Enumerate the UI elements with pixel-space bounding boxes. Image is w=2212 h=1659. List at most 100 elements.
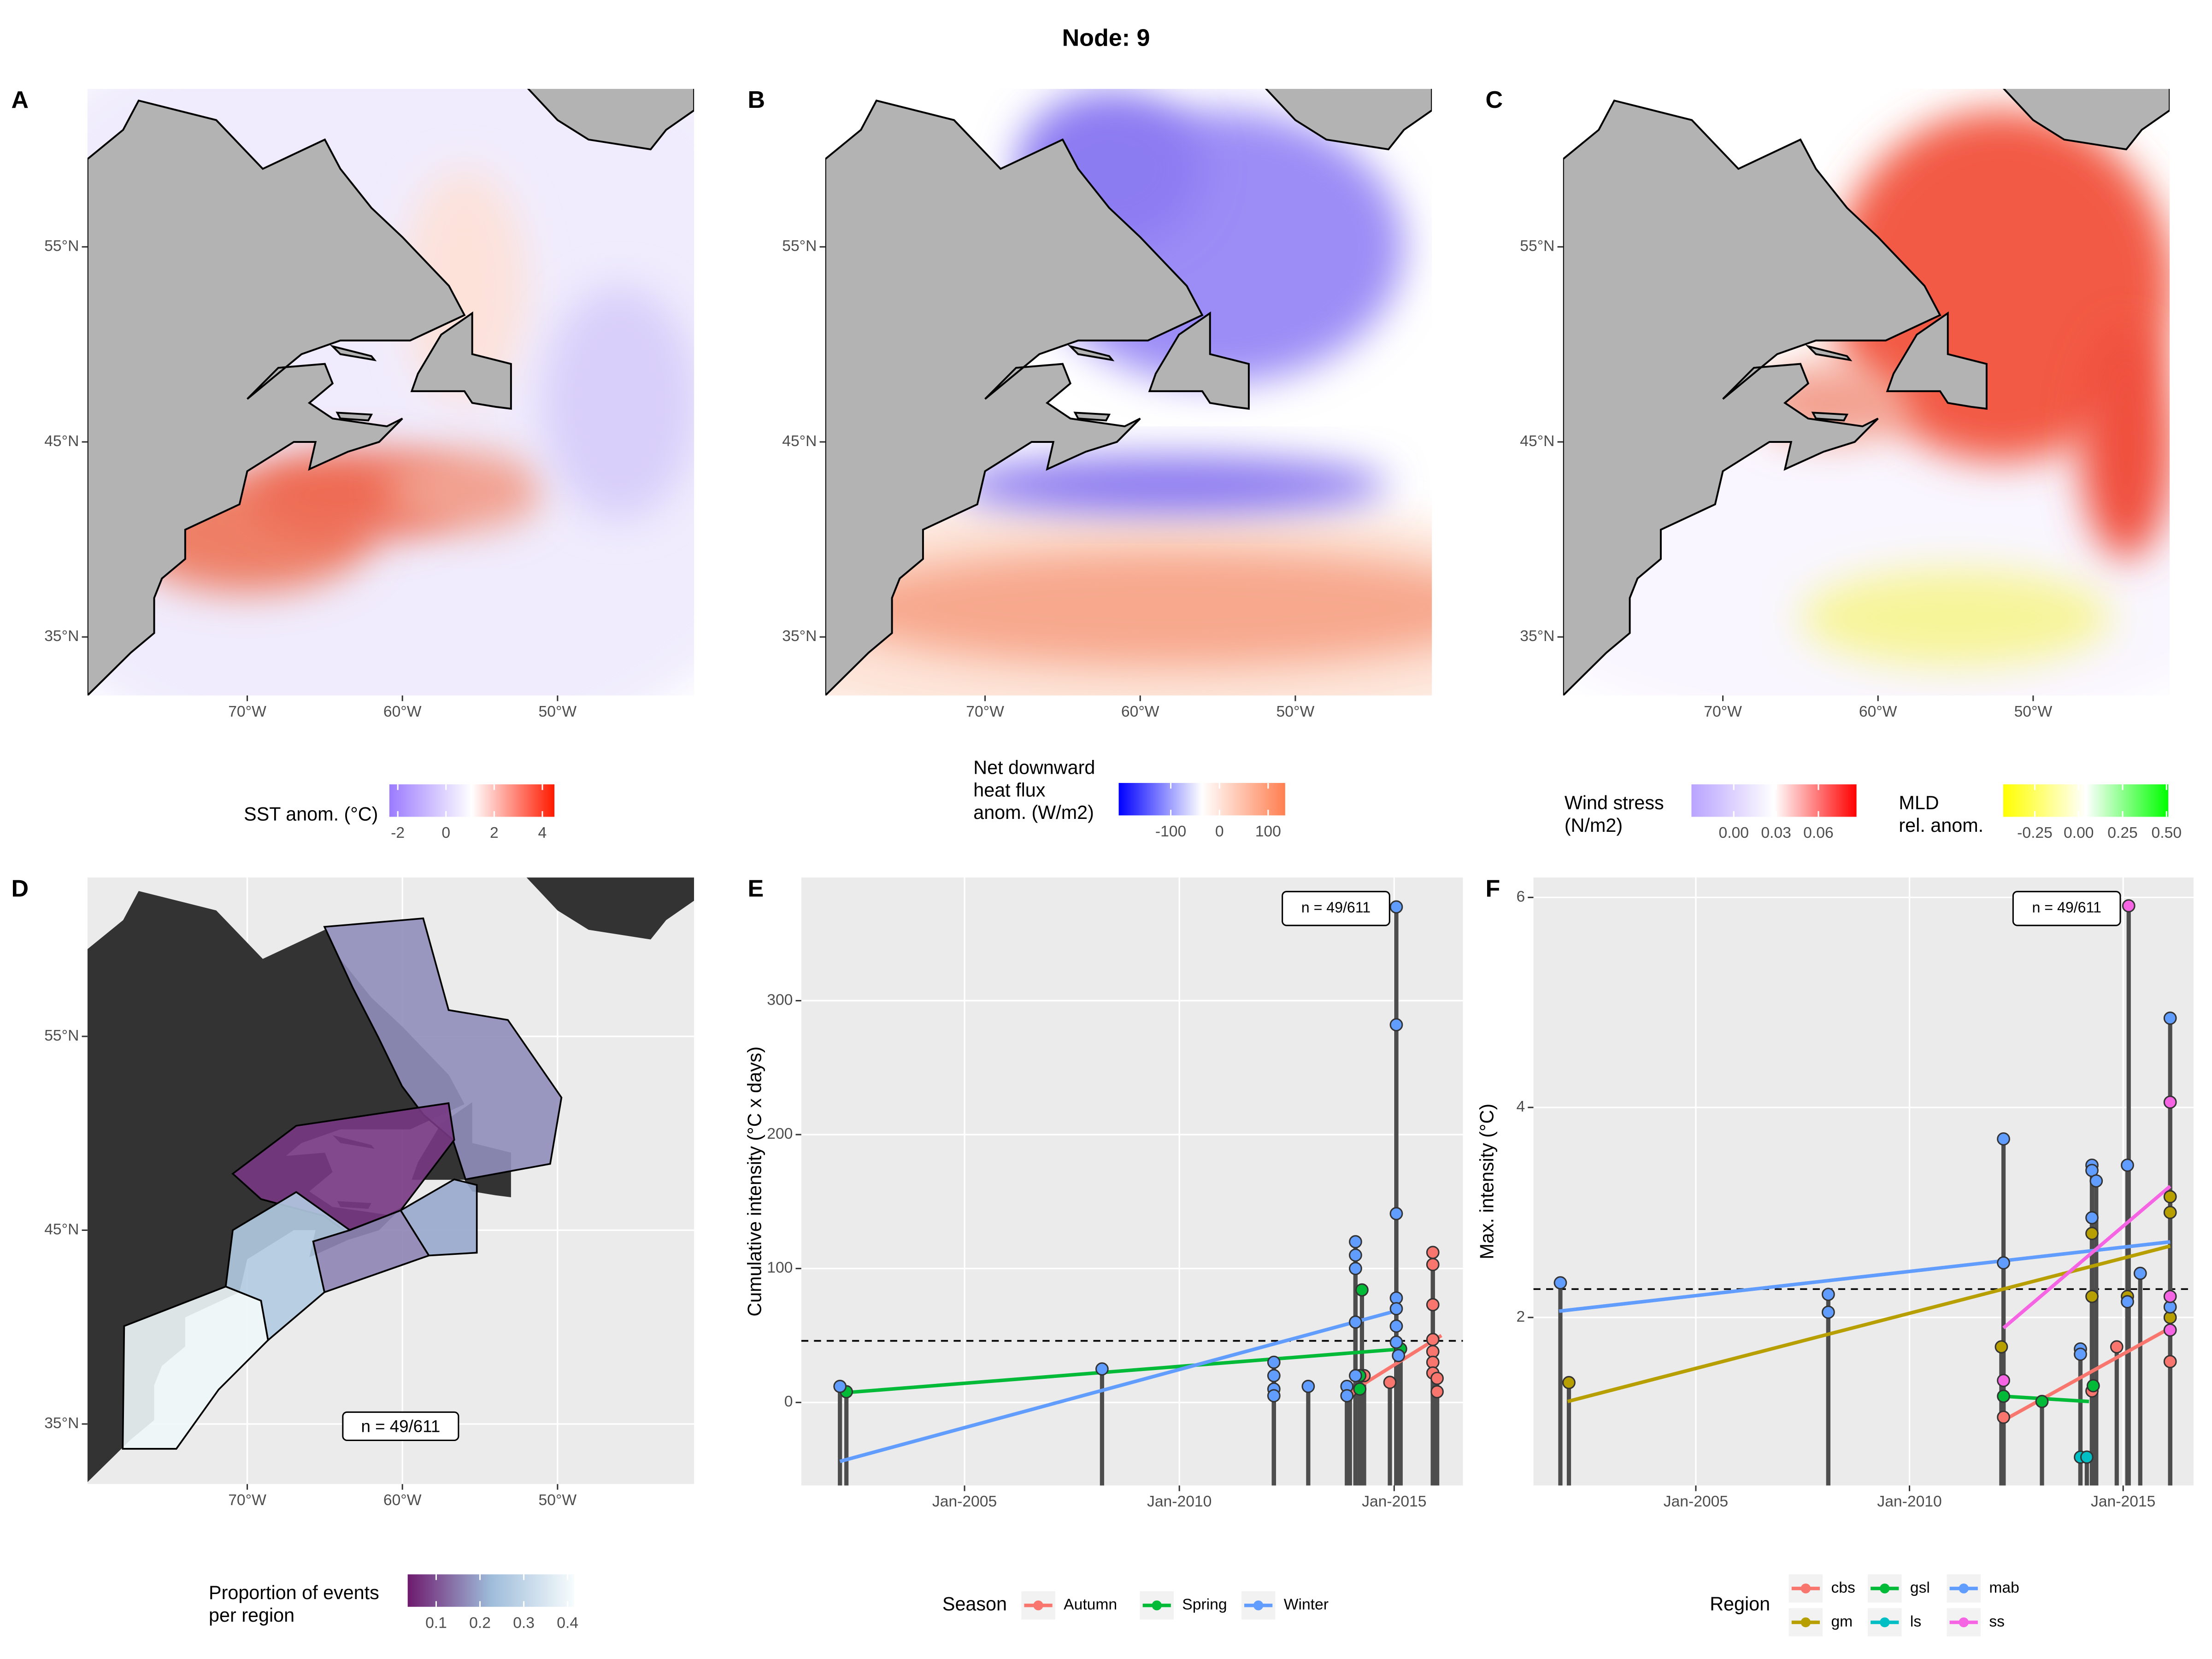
point: [1389, 900, 1403, 914]
legend-key: [1152, 1600, 1162, 1611]
y-tick-label: 2: [1516, 1308, 1525, 1325]
land: [329, 344, 377, 362]
colorbar-tick-label: 0: [1215, 823, 1224, 840]
point: [1389, 1335, 1403, 1349]
panel: Jan-2005 Jan-2010 Jan-2015 0 100 200 300 n = 49…: [744, 877, 1463, 1620]
x-tick-label: Jan-2005: [1664, 1493, 1728, 1510]
colorbar-title: MLD: [1899, 792, 1939, 813]
trend-line: [2002, 1326, 2171, 1422]
point: [1997, 1256, 2010, 1270]
legend-label: ss: [1989, 1613, 2005, 1630]
legend-label: mab: [1989, 1579, 2019, 1596]
x-tick-label: Jan-2010: [1147, 1493, 1212, 1510]
land: [527, 88, 694, 151]
point: [1994, 1340, 2008, 1354]
x-tick-label: Jan-2010: [1877, 1493, 1941, 1510]
trend-line: [1350, 1334, 1442, 1394]
annotation-box: [2012, 891, 2121, 926]
y-tick-label: 55°N: [1520, 238, 1554, 255]
y-tick-label: 35°N: [1520, 628, 1554, 645]
figure-title: Node: 9: [1062, 24, 1150, 51]
point: [2085, 1227, 2099, 1240]
point: [2163, 1289, 2177, 1303]
point: [1349, 1315, 1362, 1329]
colorbar-tick-label: 0.3: [513, 1614, 535, 1631]
annotation: n = 49/611: [2032, 899, 2101, 916]
x-tick-label: 70°W: [228, 703, 266, 720]
colorbar-tick-label: -100: [1155, 823, 1186, 840]
point: [1426, 1246, 1440, 1259]
y-tick-label: 55°N: [44, 238, 79, 255]
field-shading: [830, 549, 1432, 666]
y-tick-label: 45°N: [782, 433, 817, 450]
point: [1821, 1306, 1835, 1319]
point: [2163, 1323, 2177, 1337]
land: [87, 99, 466, 696]
legend-key: [1800, 1583, 1811, 1594]
legend-label: cbs: [1831, 1579, 1855, 1596]
panel: 70°W 60°W 50°W 35°N 45°N 55°N -2 0 2 4 SST anom. (…: [44, 88, 694, 841]
colorbar: [407, 1574, 574, 1607]
colorbar-title: rel. anom.: [1899, 815, 1983, 836]
point: [1383, 1376, 1397, 1389]
point: [1562, 1376, 1576, 1389]
land: [1073, 412, 1111, 422]
trend-line: [839, 1309, 1395, 1463]
x-tick-label: 60°W: [383, 1492, 422, 1509]
legend-title: Season: [942, 1594, 1007, 1615]
point: [1301, 1380, 1315, 1393]
land: [410, 311, 512, 410]
colorbar-title: Proportion of events: [209, 1582, 379, 1603]
y-axis-title: Cumulative intensity (°C x days): [744, 1047, 765, 1317]
y-tick-label: 6: [1516, 888, 1525, 905]
field-shading: [954, 455, 1388, 514]
point: [2085, 1289, 2099, 1303]
legend-key: [1800, 1617, 1811, 1628]
legend-key: [1880, 1583, 1890, 1594]
colorbar-tick-label: 0: [441, 824, 450, 841]
point: [1389, 1319, 1403, 1333]
plot-area: [87, 877, 694, 1484]
panel: 70°W 60°W 50°W 35°N 45°N 55°N n = 49/611 0.1 0.2…: [44, 877, 694, 1631]
colorbar-title: per region: [209, 1605, 294, 1626]
colorbar-title: Net downward: [973, 757, 1095, 778]
colorbar-tick-label: 4: [538, 824, 547, 841]
annotation-box: [1282, 891, 1390, 926]
y-tick-label: 0: [784, 1393, 793, 1410]
x-tick-label: 50°W: [2014, 703, 2053, 720]
x-tick-label: 70°W: [966, 703, 1004, 720]
trend-line: [2002, 1185, 2171, 1330]
panel-label: B: [747, 87, 765, 113]
point: [1430, 1371, 1444, 1385]
panel-label: E: [747, 875, 764, 902]
plot-area: [801, 877, 1463, 1486]
field-shading: [542, 286, 694, 520]
y-tick-label: 55°N: [782, 238, 817, 255]
colorbar-title: Wind stress: [1565, 792, 1664, 813]
annotation: n = 49/611: [361, 1417, 440, 1436]
colorbar: [2003, 784, 2169, 817]
y-tick-label: 35°N: [44, 1415, 79, 1432]
point: [2133, 1266, 2147, 1280]
point: [1349, 1248, 1362, 1262]
field-shading: [387, 452, 542, 530]
legend-label: gsl: [1910, 1579, 1930, 1596]
y-tick-label: 100: [767, 1259, 793, 1277]
legend-label: Spring: [1182, 1596, 1227, 1613]
colorbar-tick-label: 0.06: [1803, 824, 1834, 841]
point: [1349, 1235, 1362, 1248]
colorbar-title: heat flux: [973, 779, 1046, 800]
point: [2121, 1295, 2134, 1309]
point: [1997, 1374, 2010, 1387]
panel: Jan-2005 Jan-2010 Jan-2015 2 4 6 n = 49/611 Max…: [1477, 877, 2194, 1637]
annotation-box: [342, 1411, 459, 1441]
x-tick-label: 70°W: [1704, 703, 1742, 720]
point: [1353, 1382, 1367, 1396]
plot-area: [1563, 88, 2170, 696]
point: [1267, 1389, 1281, 1403]
colorbar: [1118, 782, 1285, 816]
point: [2163, 1190, 2177, 1204]
point: [833, 1380, 847, 1393]
point: [1392, 1349, 1406, 1362]
